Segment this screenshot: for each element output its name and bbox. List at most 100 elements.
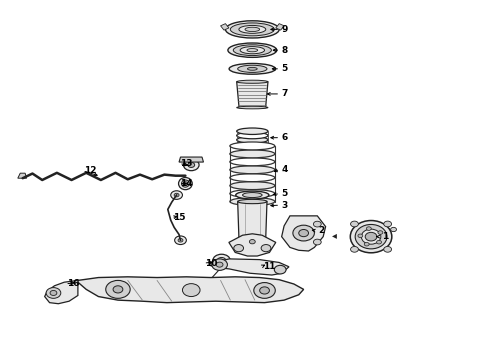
Polygon shape: [220, 24, 229, 30]
Circle shape: [274, 265, 286, 274]
Text: ◂: ◂: [332, 230, 337, 240]
Text: 12: 12: [84, 166, 96, 175]
Ellipse shape: [230, 174, 275, 182]
Circle shape: [293, 225, 315, 241]
Text: 16: 16: [67, 279, 79, 288]
Text: 1: 1: [382, 232, 388, 241]
Circle shape: [378, 231, 383, 234]
Circle shape: [217, 257, 226, 264]
Text: 9: 9: [282, 25, 288, 34]
Ellipse shape: [237, 128, 268, 134]
Circle shape: [391, 227, 396, 231]
Ellipse shape: [225, 21, 279, 38]
Circle shape: [212, 259, 227, 270]
Circle shape: [260, 287, 270, 294]
Circle shape: [183, 182, 188, 185]
Circle shape: [365, 232, 377, 241]
Circle shape: [113, 286, 123, 293]
Ellipse shape: [243, 193, 262, 198]
Polygon shape: [276, 24, 284, 30]
Ellipse shape: [240, 46, 265, 54]
Ellipse shape: [237, 141, 268, 147]
Ellipse shape: [361, 229, 381, 244]
Text: 5: 5: [282, 64, 288, 73]
Circle shape: [350, 247, 358, 252]
Circle shape: [377, 240, 382, 244]
Polygon shape: [179, 157, 203, 162]
Circle shape: [174, 193, 179, 197]
Text: 10: 10: [205, 259, 217, 268]
Circle shape: [50, 291, 57, 296]
Circle shape: [216, 262, 223, 267]
Circle shape: [367, 227, 371, 230]
Circle shape: [183, 159, 199, 171]
Circle shape: [314, 239, 321, 245]
Polygon shape: [282, 216, 326, 251]
Circle shape: [249, 239, 255, 244]
Text: 7: 7: [282, 89, 288, 98]
Text: 15: 15: [172, 213, 185, 222]
Ellipse shape: [230, 23, 274, 36]
Circle shape: [384, 247, 392, 252]
Ellipse shape: [230, 198, 275, 206]
Ellipse shape: [237, 106, 268, 109]
Polygon shape: [18, 173, 26, 178]
Ellipse shape: [230, 182, 275, 190]
Circle shape: [314, 221, 321, 227]
Ellipse shape: [237, 136, 268, 143]
Ellipse shape: [238, 65, 267, 72]
Circle shape: [299, 229, 309, 237]
Ellipse shape: [230, 166, 275, 174]
Ellipse shape: [245, 27, 260, 32]
Circle shape: [364, 242, 369, 246]
Ellipse shape: [239, 26, 266, 33]
Text: 3: 3: [282, 201, 288, 210]
Ellipse shape: [233, 45, 271, 55]
Ellipse shape: [247, 67, 257, 70]
Polygon shape: [78, 277, 304, 303]
Circle shape: [254, 283, 275, 298]
Circle shape: [213, 254, 230, 267]
Ellipse shape: [237, 132, 268, 139]
Text: 4: 4: [282, 165, 288, 174]
Ellipse shape: [238, 199, 267, 204]
Ellipse shape: [230, 190, 275, 198]
Ellipse shape: [350, 221, 392, 253]
Text: 6: 6: [282, 133, 288, 142]
Circle shape: [106, 280, 130, 298]
Ellipse shape: [238, 242, 267, 247]
Circle shape: [46, 288, 61, 298]
Text: 11: 11: [263, 262, 275, 271]
Text: 8: 8: [282, 46, 288, 55]
Polygon shape: [237, 82, 268, 108]
Ellipse shape: [229, 63, 275, 74]
Ellipse shape: [230, 142, 275, 150]
Circle shape: [182, 284, 200, 297]
Polygon shape: [229, 234, 276, 256]
Ellipse shape: [228, 43, 277, 57]
Ellipse shape: [230, 150, 275, 158]
Ellipse shape: [178, 177, 192, 190]
Circle shape: [188, 162, 195, 167]
Polygon shape: [45, 280, 78, 304]
Ellipse shape: [247, 49, 258, 52]
Text: 13: 13: [180, 159, 193, 168]
Ellipse shape: [237, 80, 268, 83]
Circle shape: [350, 221, 358, 227]
Ellipse shape: [181, 180, 189, 187]
Polygon shape: [238, 202, 267, 244]
Circle shape: [174, 236, 186, 244]
Circle shape: [178, 238, 183, 242]
Circle shape: [384, 221, 392, 227]
Ellipse shape: [236, 191, 269, 199]
Circle shape: [358, 234, 363, 238]
Text: 5: 5: [282, 189, 288, 198]
Circle shape: [234, 244, 244, 252]
Circle shape: [261, 244, 271, 252]
Ellipse shape: [230, 158, 275, 166]
Ellipse shape: [355, 225, 387, 249]
Circle shape: [171, 191, 182, 199]
Polygon shape: [210, 259, 289, 275]
Text: 14: 14: [180, 179, 193, 188]
Text: 2: 2: [318, 226, 324, 235]
